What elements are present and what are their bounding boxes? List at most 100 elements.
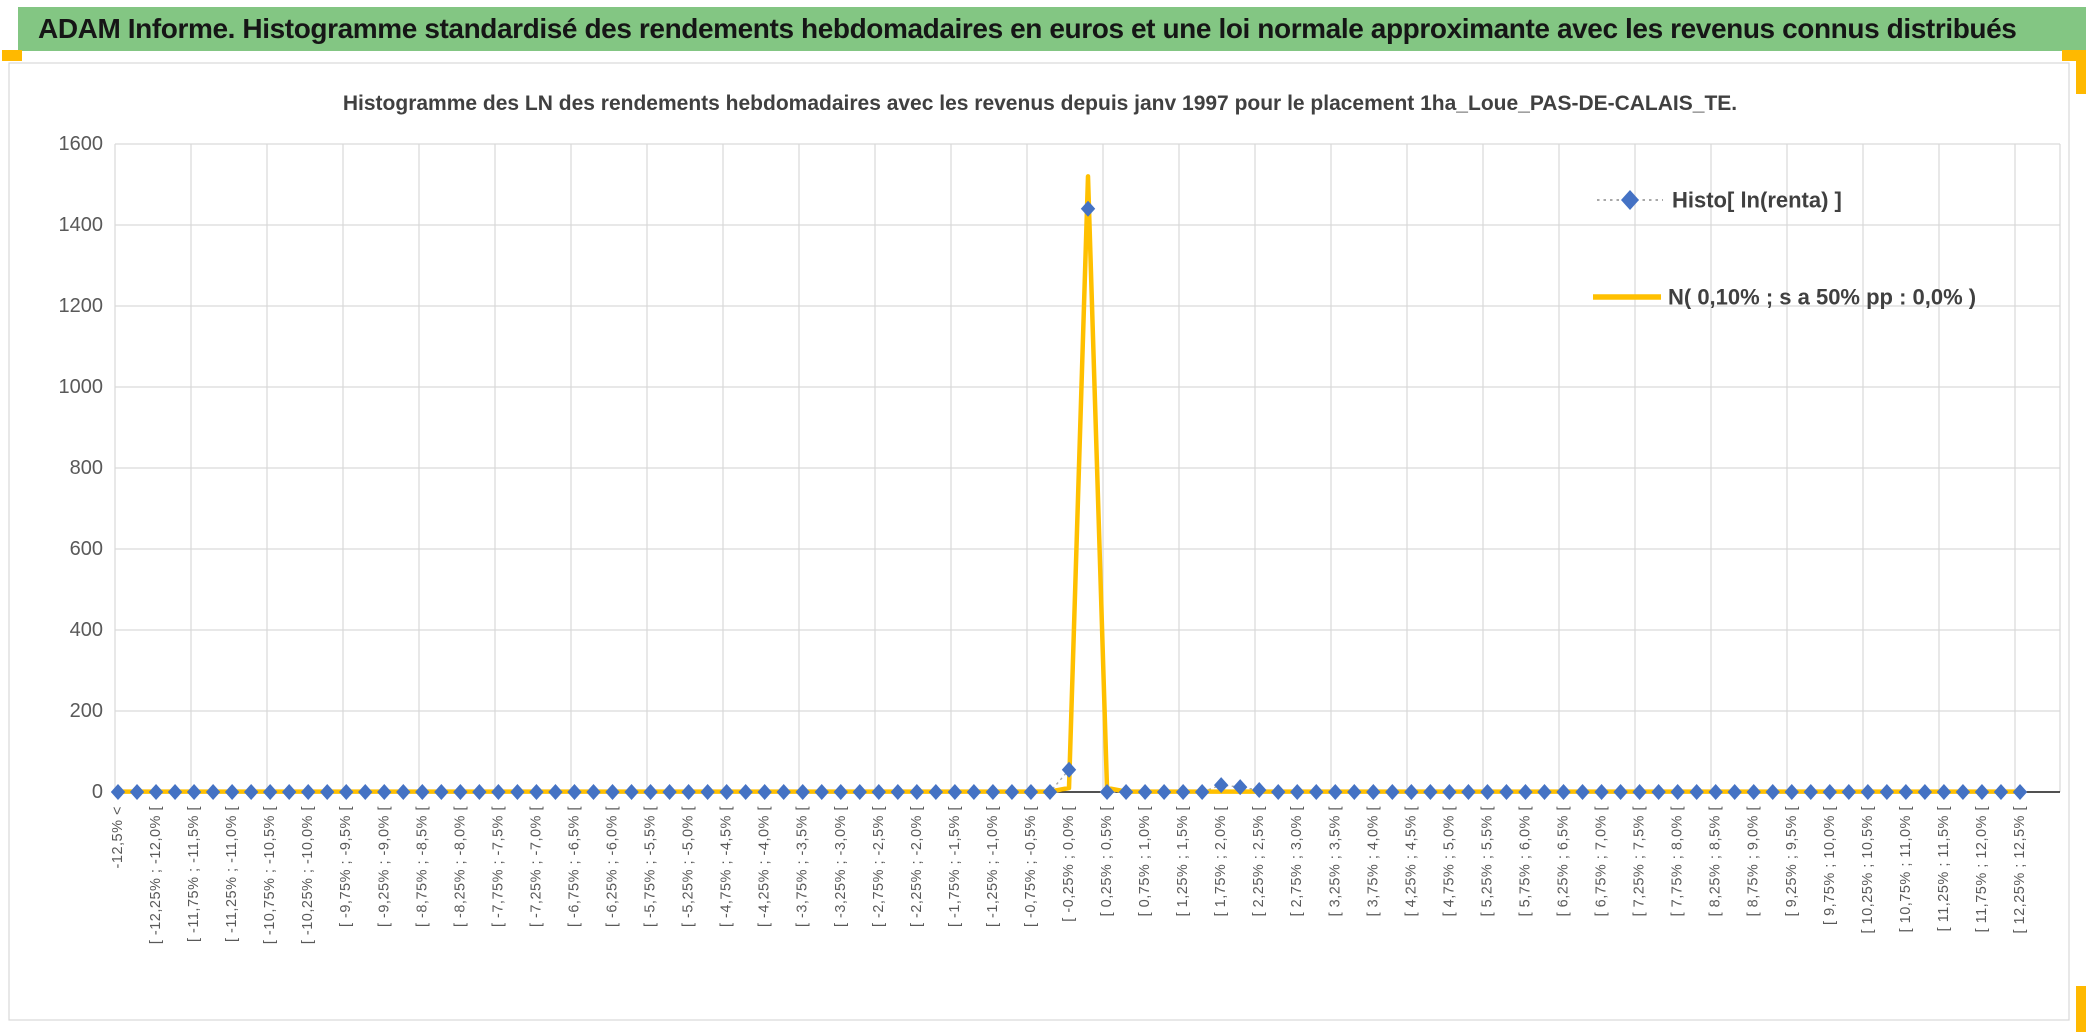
histo-data-point [1955,784,1971,800]
frame-accent-top-right [2062,50,2086,61]
x-tick-label: [ 4,75% ; 5,0% [ [1441,806,1457,916]
x-tick-label: [ -9,25% ; -9,0% [ [376,806,392,927]
x-tick-label: [ 3,25% ; 3,5% [ [1327,806,1343,916]
histo-data-point [1936,784,1952,800]
histo-data-point [148,784,164,800]
histo-data-point [1252,781,1267,798]
x-tick-label: [ -0,25% ; 0,0% [ [1061,806,1077,922]
y-tick-label: 600 [70,538,103,560]
legend-entry-normal[interactable]: N( 0,10% ; s a 50% pp : 0,0% ) [1593,285,1976,310]
histo-data-point [1746,784,1761,800]
x-tick-label: [ 11,75% ; 12,0% [ [1974,806,1990,932]
x-tick-label: [ -1,25% ; -1,0% [ [985,806,1001,927]
x-tick-label: [ -3,25% ; -3,0% [ [833,806,849,927]
x-tick-label: [ 8,75% ; 9,0% [ [1746,806,1762,916]
x-tick-label: [ 8,25% ; 8,5% [ [1708,806,1724,916]
histo-data-point [1042,784,1058,800]
y-tick-label: 0 [92,781,103,803]
histo-data-point [1803,784,1818,800]
histo-data-point [1385,784,1400,800]
x-tick-label: [ 0,75% ; 1,0% [ [1137,806,1153,916]
histo-data-point [738,784,753,800]
x-tick-label: [ 0,25% ; 0,5% [ [1099,806,1115,916]
histo-data-point [1594,784,1609,800]
x-tick-label: [ 10,75% ; 11,0% [ [1898,806,1914,932]
x-tick-label: [ -10,75% ; -10,5% [ [262,806,278,944]
histo-data-point [1860,784,1876,800]
x-tick-label: [ 6,75% ; 7,0% [ [1594,806,1610,916]
y-tick-label: 400 [70,619,103,641]
histo-data-point [1366,784,1381,800]
chart-border [8,62,2070,1021]
x-tick-label: [ -8,75% ; -8,5% [ [414,806,430,927]
histo-data-point [1404,784,1419,800]
histo-data-point [586,784,601,800]
histo-data-point [1575,784,1590,800]
histo-data-point [1004,784,1020,800]
x-tick-label: [ -2,25% ; -2,0% [ [909,806,925,927]
histo-data-point [224,784,240,800]
histo-data-point [662,784,677,800]
x-tick-label: [ 10,25% ; 10,5% [ [1860,806,1876,934]
y-tick-label: 1200 [59,295,104,317]
legend-entry-histo[interactable]: Histo[ ln(renta) ] [1597,188,1842,213]
histo-data-point [1137,784,1153,800]
x-tick-label: [ -4,25% ; -4,0% [ [757,806,773,927]
histo-data-point [1499,784,1514,800]
histo-data-point [700,784,715,800]
legend-label-histo: Histo[ ln(renta) ] [1672,188,1842,213]
histo-data-point [833,784,848,800]
histo-data-point [1822,784,1837,800]
y-tick-label: 1000 [59,376,104,398]
x-tick-label: [ -12,25% ; -12,0% [ [148,806,164,944]
x-tick-label: [ -5,75% ; -5,5% [ [643,806,659,927]
chart-object[interactable]: 0 200 400 600 800 1000 1200 1400 1600 Histogramm… [8,62,2070,1022]
x-tick-label: [ -5,25% ; -5,0% [ [681,806,697,927]
x-tick-label: [ -7,75% ; -7,5% [ [490,806,506,927]
histo-data-point [262,784,278,800]
histo-data-point [719,784,734,800]
x-tick-label: [ -1,75% ; -1,5% [ [947,806,963,927]
x-tick-label: -12,5% < [110,806,126,868]
x-tick-label: [ 1,25% ; 1,5% [ [1175,806,1191,916]
histo-data-point [453,784,468,800]
histo-data-point [681,784,696,800]
chart-title: Histogramme des LN des rendements hebdom… [343,92,1737,115]
x-tick-label: [ 3,75% ; 4,0% [ [1365,806,1381,916]
y-tick-label: 1600 [59,133,104,155]
histo-data-point [301,784,316,800]
histo-data-point [814,784,829,800]
histo-data-point [339,784,354,800]
x-tick-label: [ -9,75% ; -9,5% [ [338,806,354,927]
histo-data-point [1917,784,1933,800]
histo-data-point [1537,784,1552,800]
x-tick-label: [ -4,75% ; -4,5% [ [719,806,735,927]
histo-data-point [1841,784,1857,800]
histo-data-point [1974,784,1990,800]
x-tick-label: [ 7,75% ; 8,0% [ [1670,806,1686,916]
legend: Histo[ ln(renta) ] N( 0,10% ; s a 50% pp… [1593,188,1976,310]
x-tick-label: [ -11,75% ; -11,5% [ [186,806,202,942]
histo-data-point [1898,784,1914,800]
frame-accent-top-left [2,50,22,61]
histo-data-point [1765,784,1780,800]
histo-data-point [947,784,963,800]
histo-data-point [358,784,373,800]
chart-canvas[interactable]: 0 200 400 600 800 1000 1200 1400 1600 Histogramm… [8,62,2070,1022]
histo-data-point [1689,784,1704,800]
histo-data-point [871,784,886,800]
histo-data-point [1175,784,1191,800]
histo-data-point [320,784,335,800]
x-tick-label: [ 11,25% ; 11,5% [ [1936,806,1952,931]
histo-data-point [757,784,772,800]
histo-data-point [434,784,449,800]
histo-data-point [377,784,392,800]
histo-data-point [1993,784,2009,800]
histo-data-point [643,784,658,800]
histo-data-point [1156,784,1172,800]
histo-data-point [1632,784,1647,800]
x-tick-label: [ -6,25% ; -6,0% [ [605,806,621,927]
histo-data-point [928,784,944,800]
y-tick-label: 800 [70,457,103,479]
histo-data-point [396,784,411,800]
